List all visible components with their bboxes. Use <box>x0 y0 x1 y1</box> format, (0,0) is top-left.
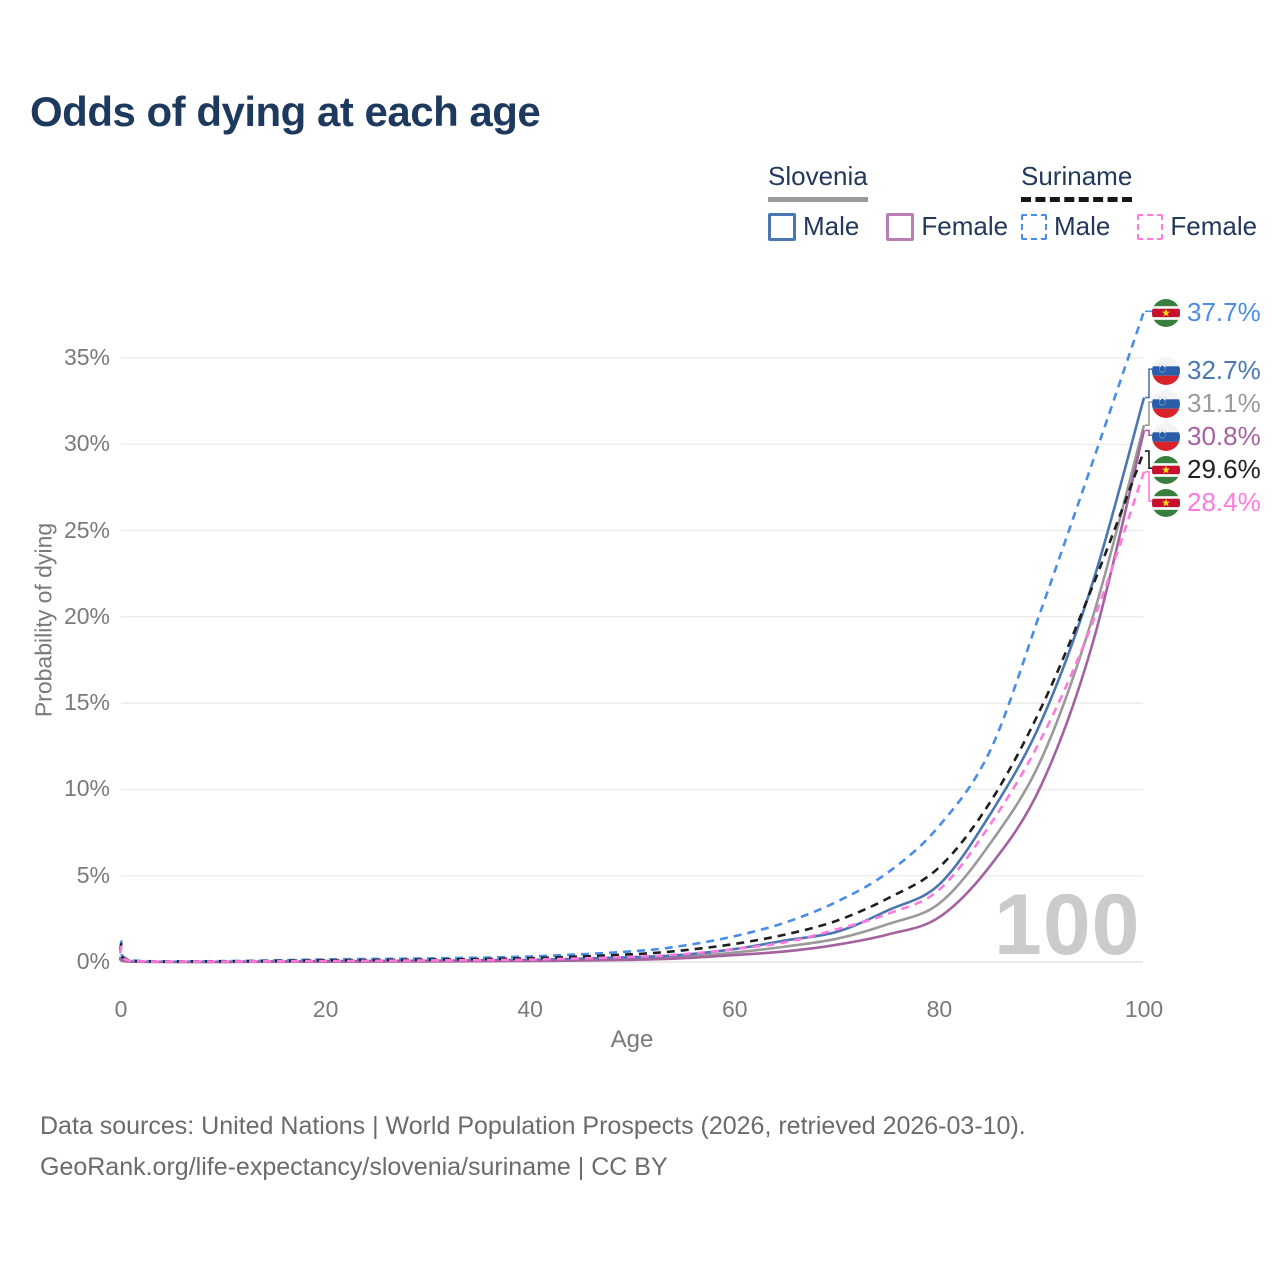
end-value: 28.4% <box>1187 487 1261 518</box>
x-axis-title: Age <box>610 1026 654 1053</box>
slovenia-male-swatch-icon <box>768 212 796 241</box>
legend-header-slovenia: Slovenia <box>768 161 868 202</box>
end-label-slovenia-female: 30.8% <box>1152 421 1261 452</box>
end-value: 32.7% <box>1187 355 1261 386</box>
legend-group-suriname: Suriname Male Female <box>1021 161 1257 242</box>
slovenia-female-swatch-icon <box>886 212 915 241</box>
x-tick-label: 20 <box>312 996 339 1022</box>
footer-line-2: GeoRank.org/life-expectancy/slovenia/sur… <box>40 1153 668 1181</box>
legend-item-label: Male <box>1054 211 1111 241</box>
suriname-male-swatch-icon <box>1021 213 1047 240</box>
y-tick-label: 25% <box>63 516 110 543</box>
flag-suriname-icon <box>1152 455 1180 484</box>
series-line-slovenia-both-sexes <box>119 424 1146 964</box>
y-tick-label: 0% <box>76 948 110 974</box>
end-value: 30.8% <box>1187 421 1261 452</box>
x-tick-label: 0 <box>114 996 128 1022</box>
end-label-suriname-male: 37.7% <box>1152 297 1261 328</box>
flag-suriname-icon <box>1152 298 1180 327</box>
legend-item-suriname-female[interactable]: Female <box>1137 211 1257 242</box>
flag-slovenia-icon <box>1152 422 1180 451</box>
legend-item-slovenia-male[interactable]: Male <box>768 211 859 242</box>
end-value: 31.1% <box>1187 388 1261 419</box>
end-value: 29.6% <box>1187 454 1261 485</box>
y-tick-label: 35% <box>63 343 110 370</box>
flag-slovenia-icon <box>1152 356 1180 385</box>
footer-line-1: Data sources: United Nations | World Pop… <box>40 1112 1026 1140</box>
x-tick-label: 40 <box>517 996 543 1022</box>
flag-slovenia-icon <box>1152 389 1180 418</box>
end-label-slovenia-male: 32.7% <box>1152 355 1261 386</box>
end-label-suriname-both: 29.6% <box>1152 454 1261 485</box>
series-line-slovenia-male <box>119 397 1146 964</box>
flag-suriname-icon <box>1152 488 1180 517</box>
data-sources-footer: Data sources: United Nations | World Pop… <box>40 1106 1026 1188</box>
x-tick-label: 100 <box>1124 996 1164 1022</box>
suriname-female-swatch-icon <box>1137 213 1164 240</box>
age-watermark: 100 <box>994 877 1141 973</box>
series-line-suriname-female <box>119 471 1146 963</box>
x-tick-label: 80 <box>926 996 953 1022</box>
legend-group-slovenia: Slovenia Male Female <box>768 161 1008 242</box>
y-tick-label: 5% <box>76 861 110 888</box>
legend-item-slovenia-female[interactable]: Female <box>886 211 1008 242</box>
legend-item-label: Female <box>1170 211 1258 241</box>
legend-header-suriname: Suriname <box>1021 161 1133 202</box>
series-line-suriname-male <box>119 310 1146 963</box>
end-value: 37.7% <box>1187 297 1261 328</box>
y-tick-label: 20% <box>63 602 110 629</box>
y-tick-label: 30% <box>63 430 110 457</box>
x-tick-label: 60 <box>722 996 748 1022</box>
series-line-slovenia-female <box>119 430 1146 964</box>
page-title: Odds of dying at each age <box>30 88 541 135</box>
legend-item-label: Male <box>803 211 860 241</box>
end-label-suriname-female: 28.4% <box>1152 487 1261 518</box>
legend-item-label: Female <box>921 211 1009 241</box>
series-line-suriname-both-sexes <box>119 450 1146 963</box>
legend-item-suriname-male[interactable]: Male <box>1021 211 1110 242</box>
y-tick-label: 10% <box>63 775 110 802</box>
y-tick-label: 15% <box>63 689 110 716</box>
end-label-slovenia-both: 31.1% <box>1152 388 1261 419</box>
